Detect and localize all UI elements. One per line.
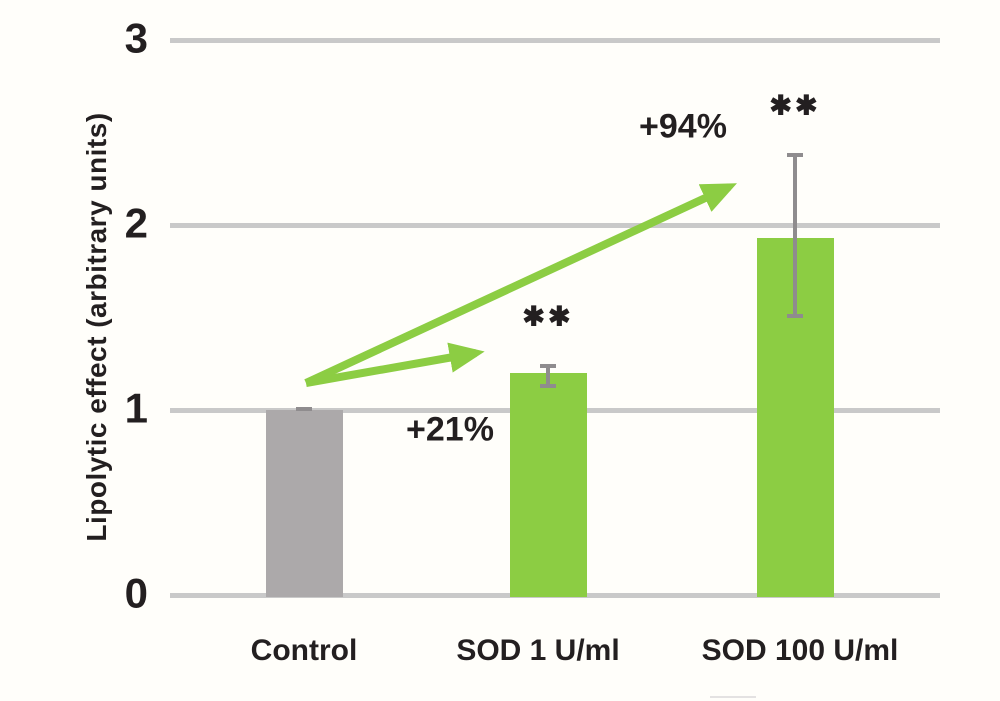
increase-arrow-to-1: [305, 342, 485, 387]
error-bar-line: [546, 363, 550, 388]
x-axis-label-sod-1-u-ml: SOD 1 U/ml: [456, 634, 620, 667]
gridline-y2: [170, 223, 940, 228]
y-axis-title: Lipolytic effect (arbitrary units): [81, 112, 112, 542]
significance-mark: ✱✱: [522, 301, 574, 332]
y-tick-label-0: 0: [124, 569, 148, 617]
watermark-artifact: [710, 696, 756, 698]
x-axis-label-control: Control: [250, 634, 358, 667]
percent-annotation: +21%: [406, 410, 494, 449]
error-bar-cap-bottom: [787, 313, 803, 318]
increase-arrow-to-2: [304, 183, 737, 387]
x-axis-label-sod-100-u-ml: SOD 100 U/ml: [701, 634, 899, 667]
error-bar-cap-bottom: [296, 406, 312, 411]
error-bar-line: [793, 152, 797, 318]
error-bar-cap-bottom: [540, 383, 556, 388]
significance-mark: ✱✱: [769, 90, 821, 121]
error-bar-cap-top: [787, 152, 803, 157]
y-tick-label-1: 1: [124, 384, 148, 432]
y-tick-label-3: 3: [124, 14, 148, 62]
gridline-y3: [170, 38, 940, 43]
error-bar-cap-top: [540, 363, 556, 368]
bar-control: [265, 410, 343, 597]
bar-sod-1-u-ml: [509, 373, 587, 597]
percent-annotation: +94%: [639, 107, 727, 146]
y-tick-label-2: 2: [124, 199, 148, 247]
